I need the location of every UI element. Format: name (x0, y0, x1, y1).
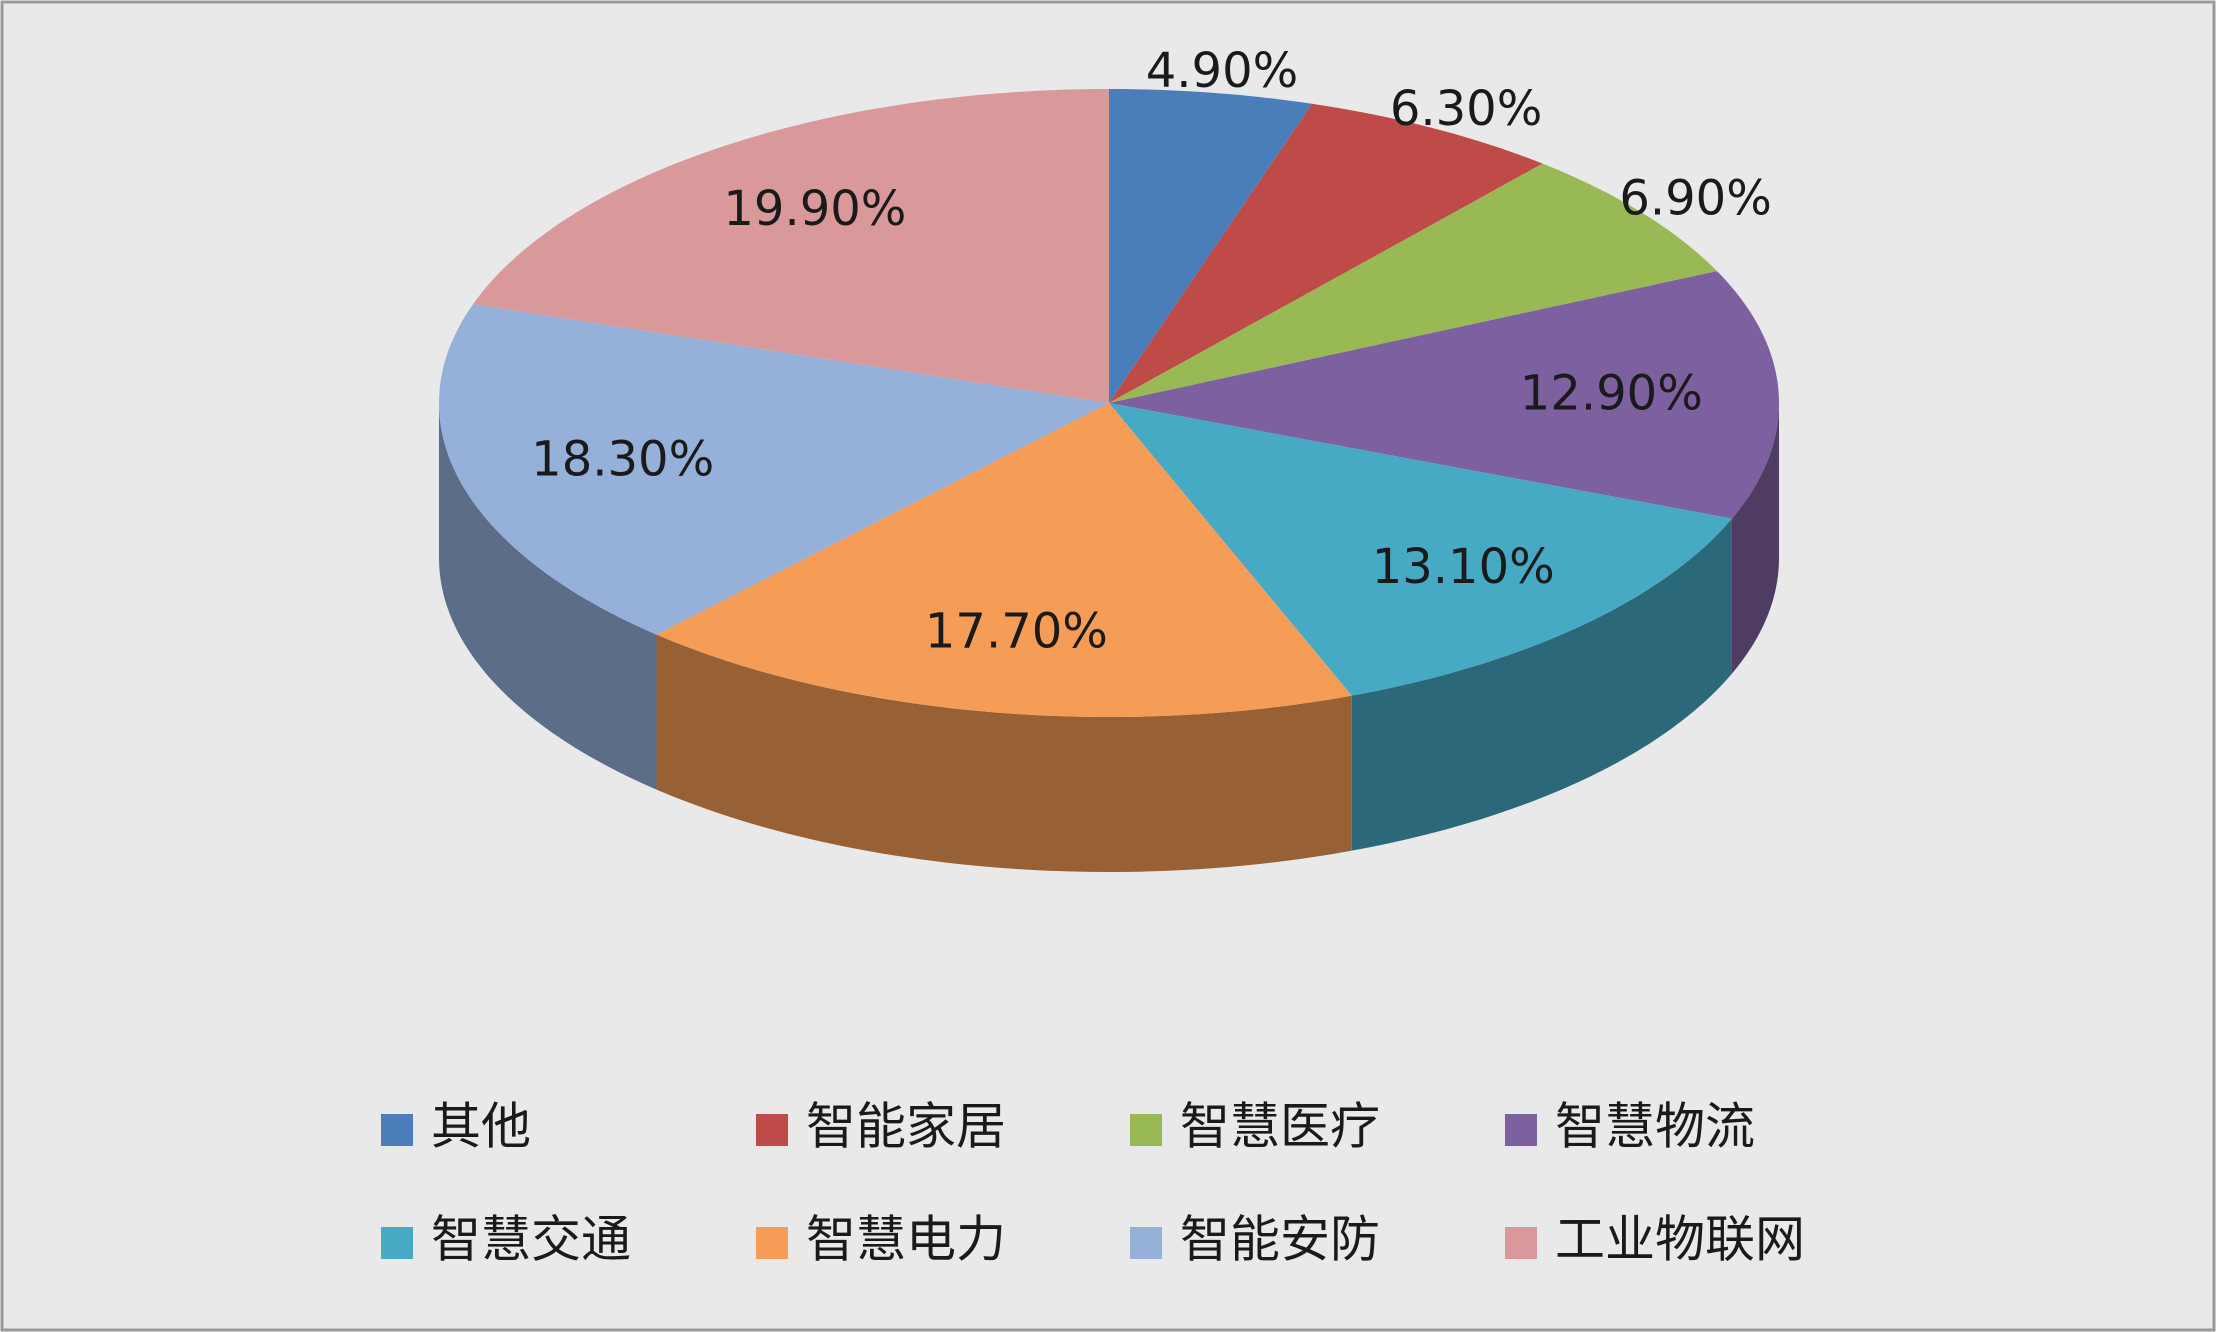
legend-label: 智慧医疗 (1180, 1098, 1380, 1156)
data-label: 19.90% (723, 181, 906, 237)
legend-label: 智能安防 (1180, 1211, 1380, 1269)
legend-label: 工业物联网 (1555, 1211, 1805, 1269)
slice (1109, 163, 1718, 403)
legend-label: 智慧交通 (431, 1211, 631, 1269)
slice (1109, 271, 1779, 519)
slice (473, 89, 1109, 403)
legend-swatch (756, 1227, 788, 1259)
legend-swatch (381, 1114, 413, 1146)
slice (1109, 103, 1543, 403)
slice (439, 304, 1109, 635)
legend-label: 智慧物流 (1555, 1098, 1755, 1156)
legend-label: 智能家居 (806, 1098, 1006, 1156)
slice (1109, 403, 1732, 696)
data-label: 13.10% (1372, 539, 1555, 595)
slice (1109, 89, 1313, 403)
legend-swatch (1130, 1114, 1162, 1146)
data-label: 6.90% (1619, 170, 1771, 226)
data-label: 17.70% (925, 603, 1108, 659)
legend-swatch (756, 1114, 788, 1146)
slice-side (656, 634, 1352, 872)
slice (656, 403, 1352, 717)
slice-side (439, 403, 657, 790)
data-label: 4.90% (1146, 43, 1298, 99)
legend-label: 其他 (431, 1098, 531, 1156)
data-label: 12.90% (1520, 365, 1703, 421)
legend-swatch (381, 1227, 413, 1259)
legend-swatch (1505, 1114, 1537, 1146)
data-label: 18.30% (531, 431, 714, 487)
slice-side (1351, 518, 1732, 851)
data-label: 6.30% (1390, 81, 1542, 137)
legend-swatch (1130, 1227, 1162, 1259)
legend-swatch (1505, 1227, 1537, 1259)
legend-label: 智慧电力 (806, 1211, 1006, 1269)
slice-side (1731, 403, 1779, 674)
